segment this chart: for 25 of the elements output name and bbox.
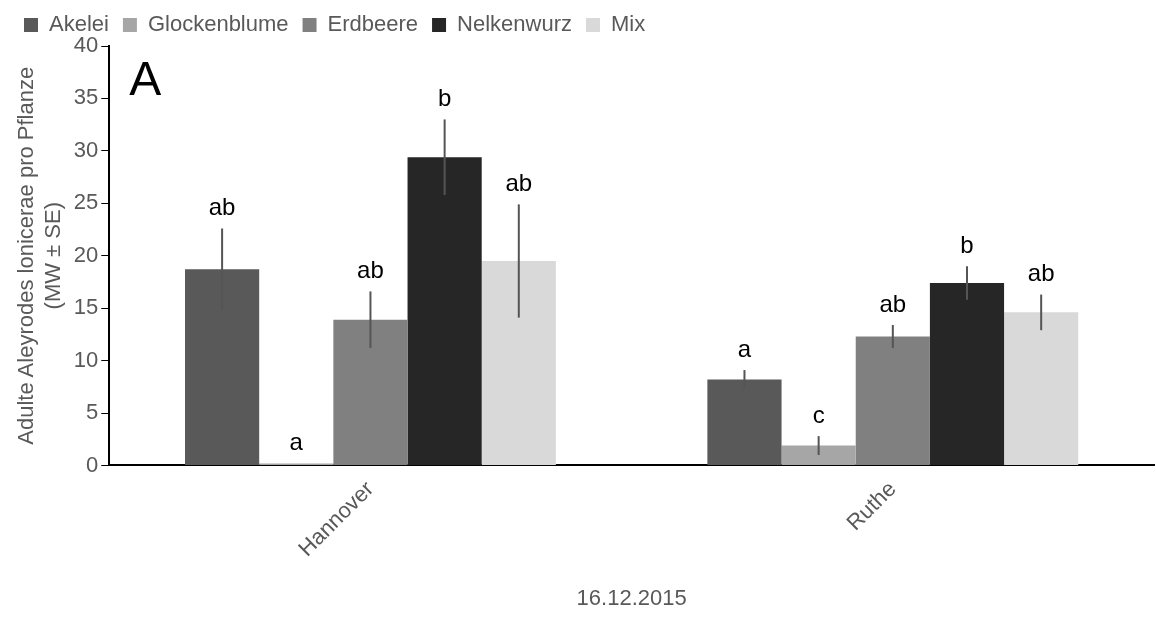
legend-label: Mix [610, 11, 646, 37]
data-label: a [289, 428, 304, 456]
y-tick-label: 30 [73, 136, 99, 162]
y-tick-label: 25 [73, 189, 99, 215]
data-label: b [960, 230, 974, 258]
y-tick-label: 15 [73, 294, 99, 320]
data-label: a [737, 334, 752, 362]
y-tick-label: 0 [86, 451, 99, 477]
legend-label: Nelkenwurz [457, 11, 572, 37]
data-label: ab [505, 168, 533, 196]
data-label: b [437, 84, 452, 112]
annotation: A [129, 52, 162, 106]
x-axis-title: 16.12.2015 [576, 584, 687, 610]
data-label: ab [879, 289, 907, 317]
y-tick-label: 10 [73, 346, 99, 372]
legend-label: Erdbeere [327, 11, 419, 37]
y-axis-title: Adulte Aleyrodes lonicerae pro Pflanze (MW ± SE) [13, 66, 65, 445]
data-label: ab [208, 193, 236, 221]
y-tick-label: 20 [73, 241, 99, 267]
data-label: c [812, 400, 825, 428]
y-tick-label: 35 [73, 84, 99, 110]
data-label: ab [357, 256, 384, 284]
legend-label: Glockenblume [147, 11, 289, 37]
y-tick-label: 5 [86, 399, 99, 425]
data-label: ab [1027, 259, 1055, 287]
